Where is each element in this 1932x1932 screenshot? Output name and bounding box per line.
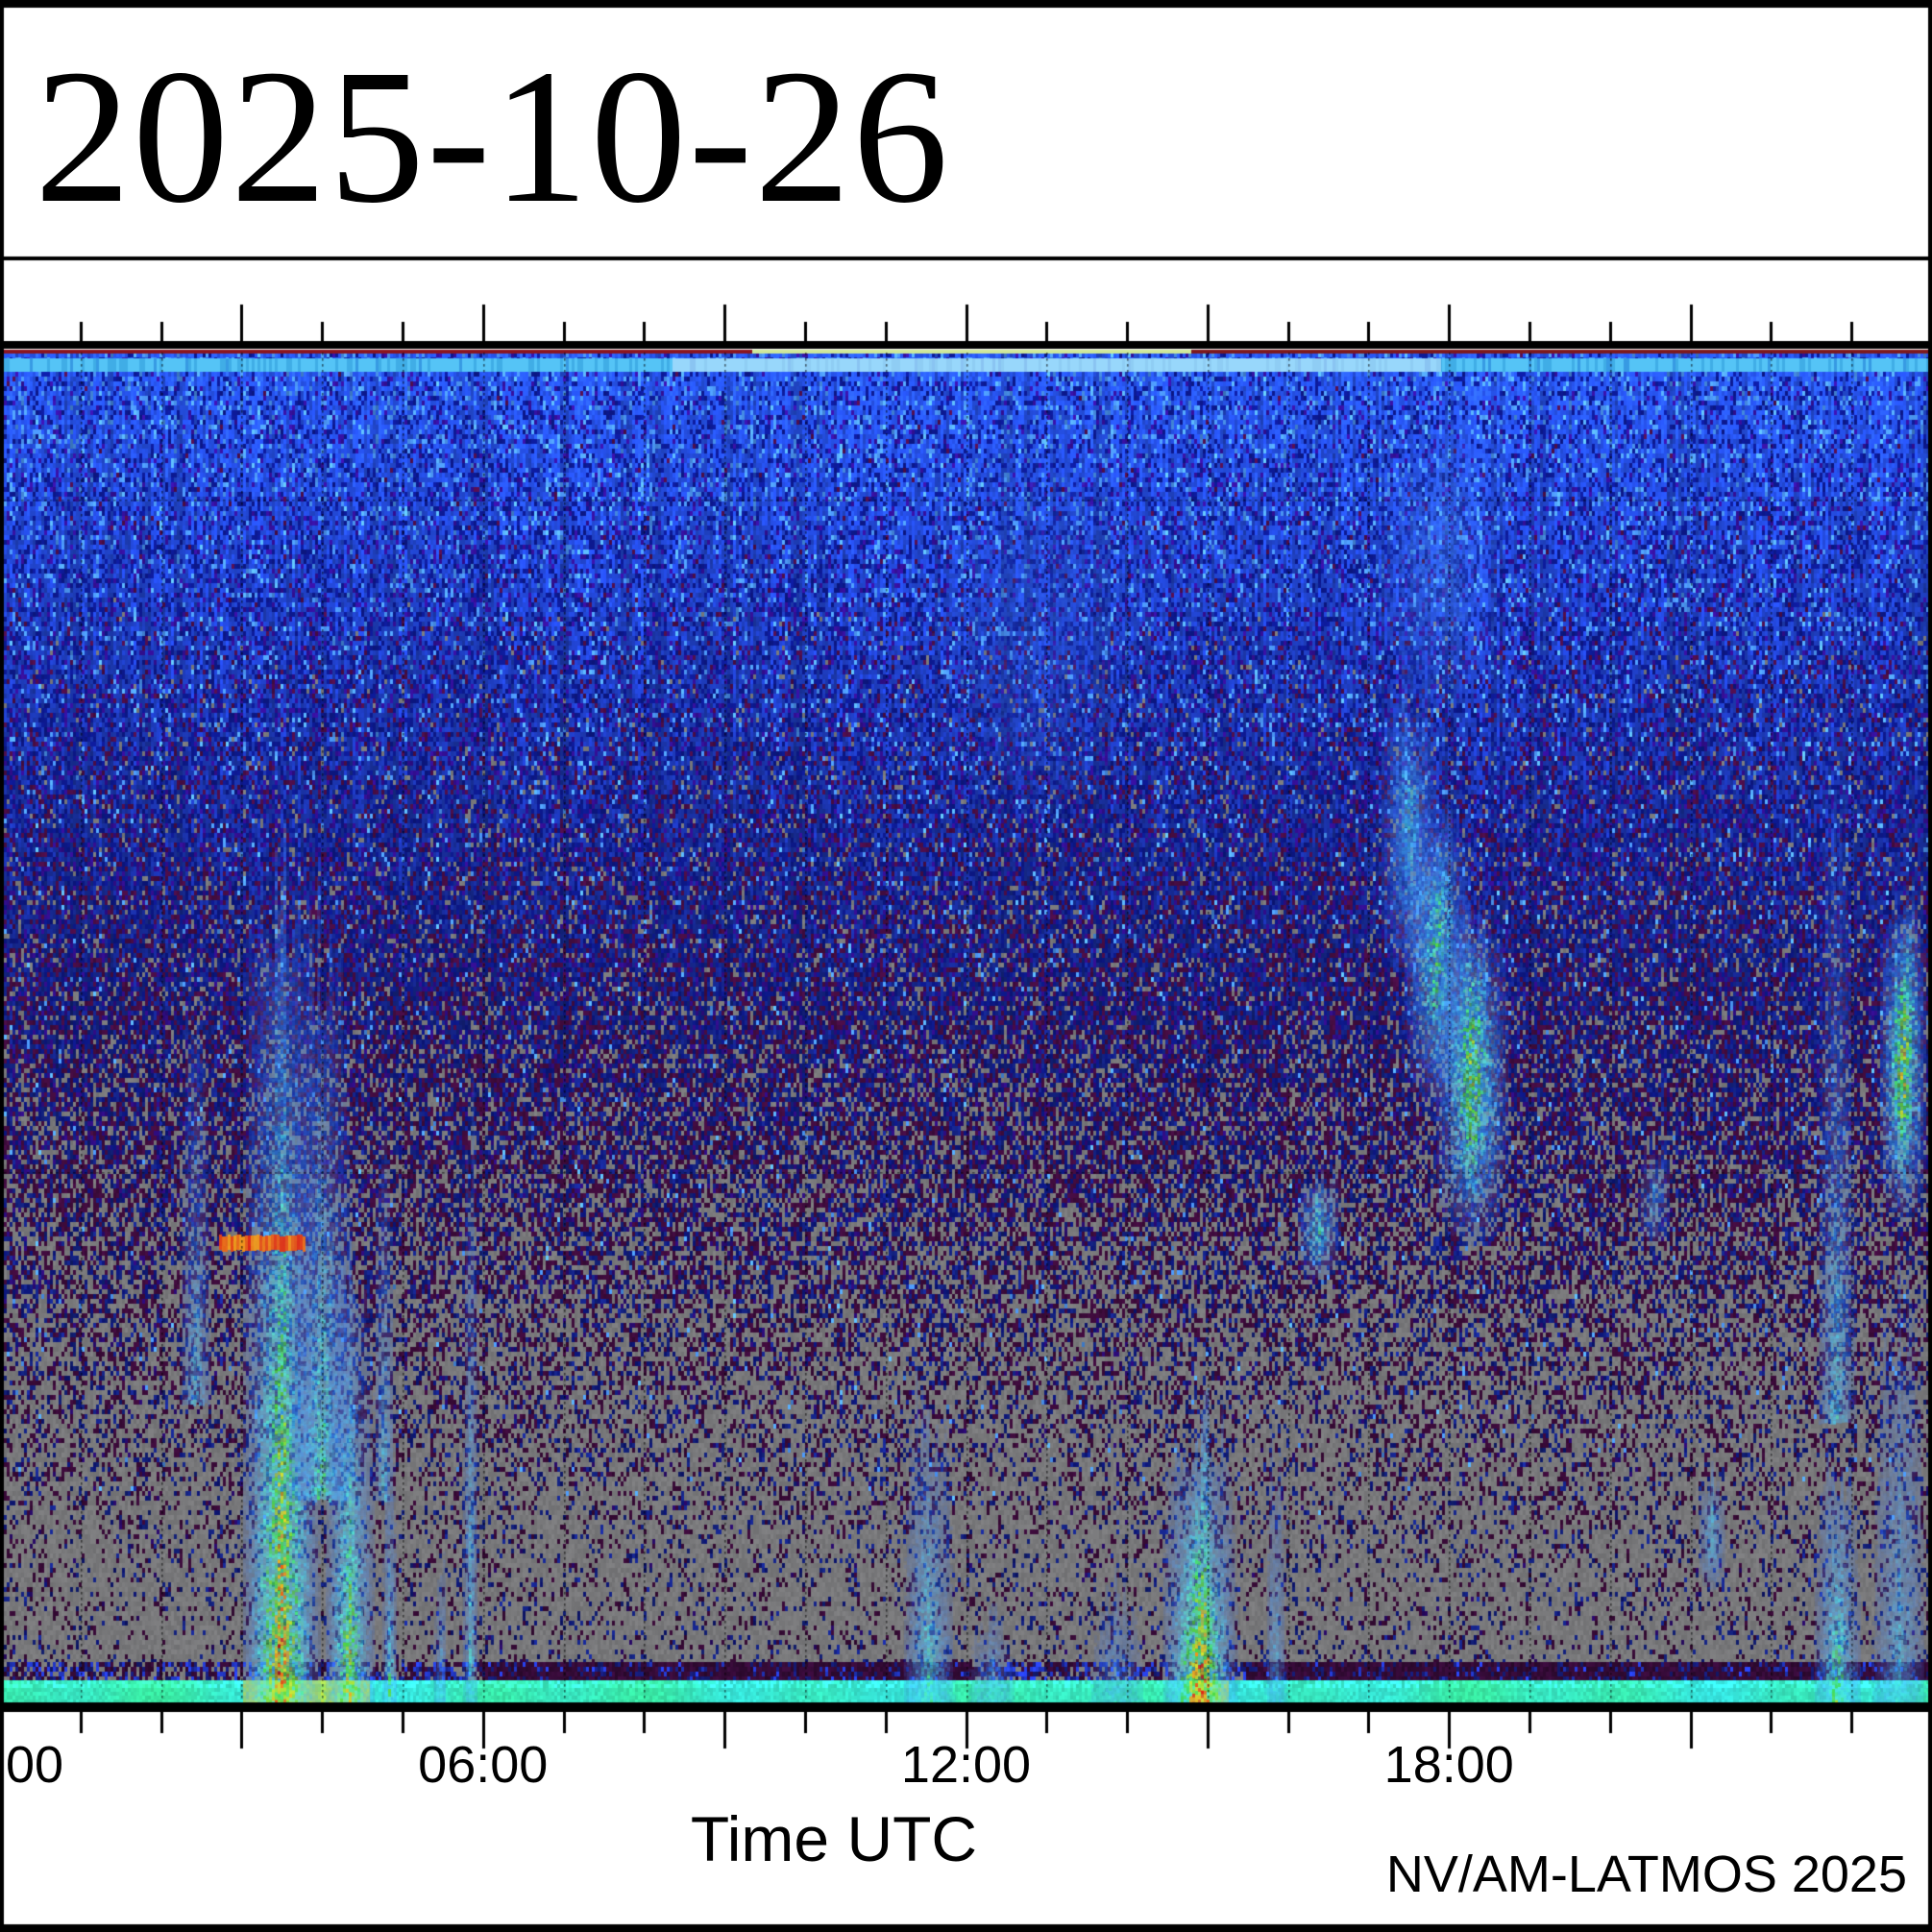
xtick-label-00: 00 <box>6 1736 64 1794</box>
xtick-label-1800: 18:00 <box>1383 1736 1514 1794</box>
xtick-label-0600: 06:00 <box>418 1736 549 1794</box>
xtick-label-1200: 12:00 <box>900 1736 1032 1794</box>
date-title: 2025-10-26 <box>35 31 951 243</box>
credit-text: NV/AM-LATMOS 2025 <box>1385 1846 1907 1903</box>
xaxis-title: Time UTC <box>690 1803 978 1874</box>
